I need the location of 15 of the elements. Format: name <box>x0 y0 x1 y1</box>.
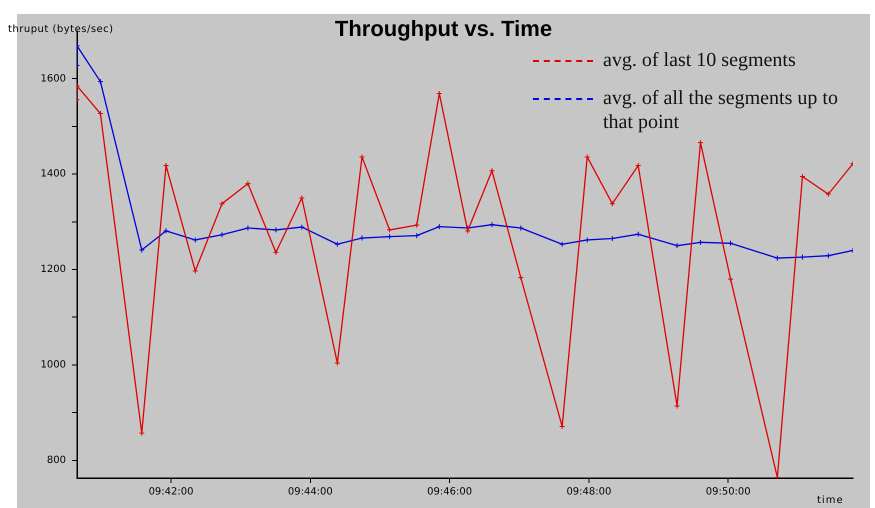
legend-label: avg. of all the segments up to that point <box>603 86 839 134</box>
x-tick-label: 09:42:00 <box>148 486 194 498</box>
y-tick-label: 1000 <box>40 360 66 371</box>
y-tick-label: 1200 <box>40 264 66 276</box>
x-tick-label: 09:48:00 <box>566 486 612 498</box>
x-tick-label: 09:44:00 <box>288 486 333 498</box>
y-tick-label: 1600 <box>40 73 66 84</box>
legend-label: avg. of last 10 segments <box>603 48 797 72</box>
y-tick-label: 800 <box>46 454 66 466</box>
x-axis-title: time <box>817 495 844 506</box>
y-tick-label: 1400 <box>40 168 66 180</box>
x-tick-label: 09:50:00 <box>706 486 751 498</box>
y-axis-title: thruput (bytes/sec) <box>8 24 114 35</box>
chart-title: Throughput vs. Time <box>334 16 552 41</box>
x-tick-label: 09:46:00 <box>427 486 472 498</box>
